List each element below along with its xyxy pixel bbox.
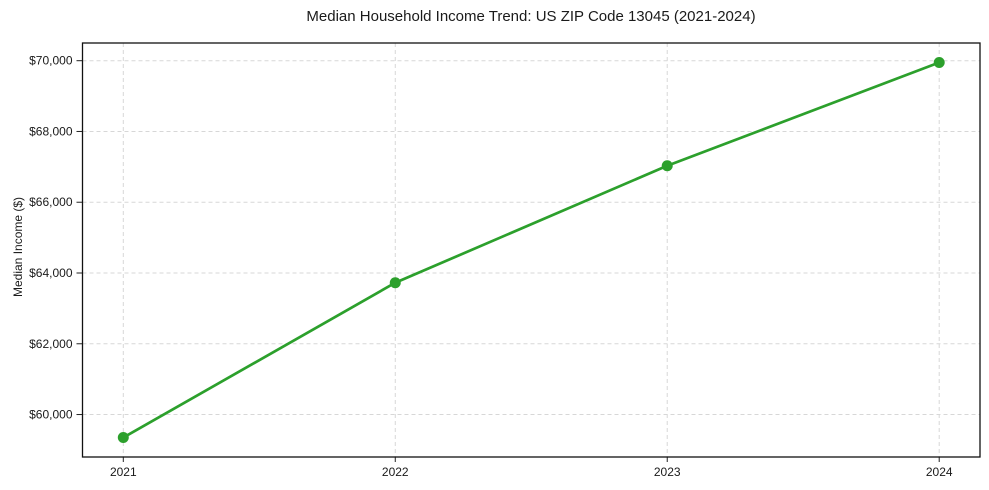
x-tick-label: 2024 [926,465,953,479]
chart-title: Median Household Income Trend: US ZIP Co… [306,8,756,25]
data-point-marker [661,160,673,172]
y-tick-label: $68,000 [29,124,73,138]
y-tick-label: $64,000 [29,266,73,280]
plot-frame [81,42,981,458]
x-tick-label: 2021 [110,465,137,479]
y-tick-label: $66,000 [29,195,73,209]
trend-line [121,61,941,439]
x-tick-label: 2022 [382,465,409,479]
data-point-marker [389,277,401,289]
y-tick-label: $62,000 [29,337,73,351]
y-tick-label: $70,000 [29,54,73,68]
data-point-marker [117,432,129,444]
y-tick-label: $60,000 [29,408,73,422]
x-tick-label: 2023 [654,465,681,479]
data-point-marker [933,56,945,68]
